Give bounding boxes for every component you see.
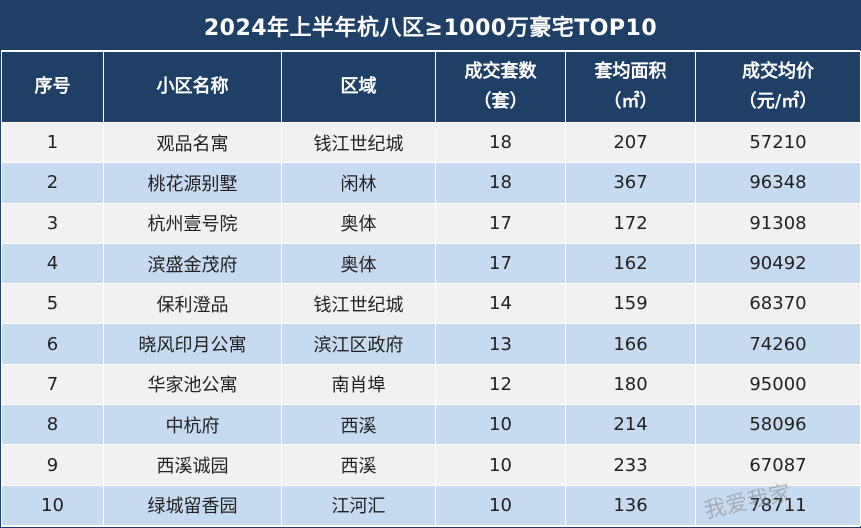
header-deals-label: 成交套数 <box>464 61 537 82</box>
table-row: 5 保利澄品 钱江世纪城 14 159 68370 <box>1 283 861 325</box>
cell-district: 奥体 <box>281 242 436 285</box>
header-price: 成交均价 （元/㎡） <box>695 51 861 123</box>
header-area: 套均面积 （㎡） <box>565 51 696 123</box>
cell-rank: 4 <box>1 242 104 285</box>
cell-name: 西溪诚园 <box>103 444 282 486</box>
table-row: 9 西溪诚园 西溪 10 233 67087 <box>1 444 861 486</box>
cell-area: 367 <box>565 162 696 204</box>
cell-name: 观品名寓 <box>103 121 282 164</box>
cell-district: 滨江区政府 <box>281 323 436 365</box>
cell-district: 钱江世纪城 <box>281 121 436 164</box>
cell-area: 233 <box>565 444 696 486</box>
cell-deals: 17 <box>435 242 566 285</box>
table-row: 1 观品名寓 钱江世纪城 18 207 57210 <box>1 121 861 164</box>
cell-price: 57210 <box>695 121 861 164</box>
cell-rank: 9 <box>1 444 104 486</box>
cell-district: 西溪 <box>281 444 436 486</box>
cell-name: 华家池公寓 <box>103 363 282 406</box>
cell-price: 91308 <box>695 202 861 244</box>
cell-name: 晓风印月公寓 <box>103 323 282 365</box>
cell-price: 96348 <box>695 162 861 204</box>
cell-name: 保利澄品 <box>103 283 282 325</box>
cell-area: 214 <box>565 404 696 446</box>
table-row: 2 桃花源别墅 闲林 18 367 96348 <box>1 162 861 204</box>
cell-rank: 3 <box>1 202 104 244</box>
cell-district: 西溪 <box>281 404 436 446</box>
cell-district: 闲林 <box>281 162 436 204</box>
header-area-unit: （㎡） <box>603 91 658 112</box>
cell-district: 钱江世纪城 <box>281 283 436 325</box>
cell-deals: 10 <box>435 444 566 486</box>
cell-rank: 10 <box>1 484 104 526</box>
cell-price: 95000 <box>695 363 861 406</box>
cell-price: 58096 <box>695 404 861 446</box>
header-deals-unit: （套） <box>473 91 528 112</box>
cell-deals: 14 <box>435 283 566 325</box>
cell-deals: 13 <box>435 323 566 365</box>
cell-area: 172 <box>565 202 696 244</box>
cell-rank: 8 <box>1 404 104 446</box>
header-area-label: 套均面积 <box>594 61 667 82</box>
cell-deals: 17 <box>435 202 566 244</box>
cell-area: 136 <box>565 484 696 526</box>
cell-price: 74260 <box>695 323 861 365</box>
header-price-unit: （元/㎡） <box>738 91 818 112</box>
cell-district: 南肖埠 <box>281 363 436 406</box>
cell-rank: 5 <box>1 283 104 325</box>
cell-deals: 10 <box>435 484 566 526</box>
header-deals: 成交套数 （套） <box>435 51 566 123</box>
cell-name: 中杭府 <box>103 404 282 446</box>
table-row: 8 中杭府 西溪 10 214 58096 <box>1 404 861 446</box>
cell-district: 奥体 <box>281 202 436 244</box>
cell-deals: 12 <box>435 363 566 406</box>
cell-district: 江河汇 <box>281 484 436 526</box>
cell-name: 滨盛金茂府 <box>103 242 282 285</box>
cell-price: 90492 <box>695 242 861 285</box>
cell-rank: 2 <box>1 162 104 204</box>
cell-deals: 18 <box>435 121 566 164</box>
cell-area: 180 <box>565 363 696 406</box>
cell-area: 162 <box>565 242 696 285</box>
table-row: 6 晓风印月公寓 滨江区政府 13 166 74260 <box>1 323 861 365</box>
header-name: 小区名称 <box>103 51 282 123</box>
cell-price: 68370 <box>695 283 861 325</box>
header-row: 序号 小区名称 区域 成交套数 （套） 套均面积 （㎡） 成交均价 （元/㎡） <box>1 51 861 123</box>
header-price-label: 成交均价 <box>742 61 814 82</box>
cell-area: 166 <box>565 323 696 365</box>
cell-name: 杭州壹号院 <box>103 202 282 244</box>
header-rank: 序号 <box>1 51 104 123</box>
table-row: 7 华家池公寓 南肖埠 12 180 95000 <box>1 363 861 406</box>
table-row: 3 杭州壹号院 奥体 17 172 91308 <box>1 202 861 244</box>
cell-area: 207 <box>565 121 696 164</box>
cell-rank: 1 <box>1 121 104 164</box>
cell-rank: 6 <box>1 323 104 365</box>
cell-area: 159 <box>565 283 696 325</box>
table-row: 4 滨盛金茂府 奥体 17 162 90492 <box>1 242 861 285</box>
table-row: 10 绿城留香园 江河汇 10 136 78711 <box>1 484 861 526</box>
cell-deals: 10 <box>435 404 566 446</box>
header-district: 区域 <box>281 51 436 123</box>
cell-name: 桃花源别墅 <box>103 162 282 204</box>
luxury-housing-table: 序号 小区名称 区域 成交套数 （套） 套均面积 （㎡） 成交均价 （元/㎡） … <box>1 51 861 526</box>
cell-deals: 18 <box>435 162 566 204</box>
cell-price: 78711 <box>695 484 861 526</box>
table-title: 2024年上半年杭八区≥1000万豪宅TOP10 <box>1 1 860 50</box>
cell-rank: 7 <box>1 363 104 406</box>
cell-name: 绿城留香园 <box>103 484 282 526</box>
